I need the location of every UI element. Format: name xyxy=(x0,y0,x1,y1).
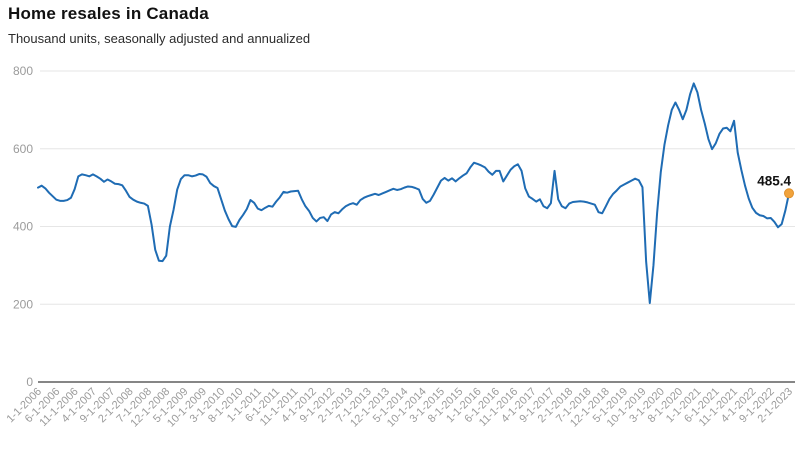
latest-value-marker xyxy=(784,188,794,199)
y-axis-tick-label: 400 xyxy=(13,220,33,234)
y-axis-tick-label: 200 xyxy=(13,297,33,311)
y-axis-tick-label: 0 xyxy=(26,375,33,389)
y-axis-tick-label: 800 xyxy=(13,64,33,78)
chart-title: Home resales in Canada xyxy=(8,4,209,23)
y-axis-tick-label: 600 xyxy=(13,142,33,156)
resales-series-line xyxy=(37,82,790,305)
latest-value-label: 485.4 xyxy=(757,173,791,188)
chart-subtitle: Thousand units, seasonally adjusted and … xyxy=(8,31,311,46)
